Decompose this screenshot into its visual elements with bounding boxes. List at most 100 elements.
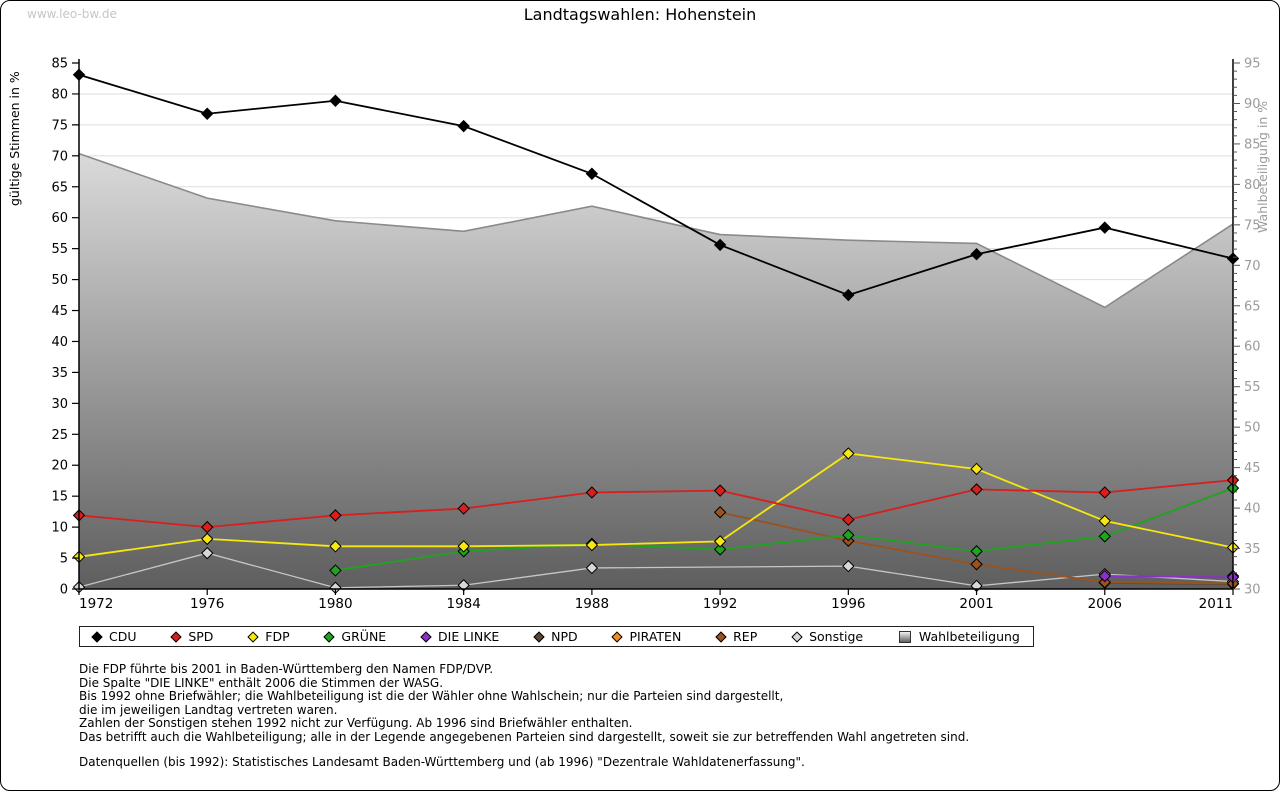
- npd-swatch-icon: [533, 630, 545, 643]
- cdu-point-icon: [329, 94, 342, 107]
- left-tick-label: 50: [51, 273, 68, 288]
- left-tick-label: 10: [51, 521, 68, 536]
- legend-item-rep: REP: [715, 629, 758, 644]
- x-tick-label: 2011: [1199, 596, 1233, 612]
- fdp-point-icon: [970, 462, 983, 476]
- sonstige-swatch-icon: [791, 630, 803, 643]
- gruene-point-icon: [713, 543, 727, 556]
- fdp-point-icon: [842, 447, 855, 460]
- x-tick-label: 2006: [1088, 596, 1122, 612]
- cdu-swatch-icon: [91, 630, 103, 643]
- sonstige-point-icon: [842, 559, 855, 573]
- right-tick-label: 90: [1244, 97, 1261, 112]
- left-tick-label: 30: [51, 397, 68, 412]
- data-source-line: Datenquellen (bis 1992): Statistisches L…: [79, 755, 805, 769]
- turnout-line: [78, 152, 1234, 309]
- fdp-point-icon: [713, 535, 727, 548]
- legend-item-cdu: CDU: [91, 629, 137, 644]
- axes: 0 5 10 15 20 25 30 35 40 45 50 55 60 65 70 75 80 85 30 35 40…: [51, 57, 1260, 613]
- x-tick-label: 1996: [831, 596, 865, 612]
- notes: Die FDP führte bis 2001 in Baden-Württem…: [79, 662, 970, 770]
- spd-point-icon: [201, 520, 214, 534]
- right-tick-label: 50: [1244, 421, 1261, 436]
- right-tick-label: 70: [1244, 259, 1261, 274]
- fdp-swatch-icon: [247, 630, 259, 643]
- legend-label: REP: [733, 629, 758, 644]
- cdu-point-icon: [842, 288, 855, 302]
- x-tick-label: 1976: [190, 596, 224, 612]
- gruene-point-icon: [842, 528, 855, 542]
- x-tick-label: 1980: [318, 596, 352, 612]
- election-line-chart: 0 5 10 15 20 25 30 35 40 45 50 55 60 65 70 75 80 85 30 35 40…: [7, 57, 1270, 613]
- x-tick-label: 1972: [79, 596, 113, 612]
- right-tick-label: 85: [1244, 137, 1261, 152]
- legend-item-gruene: GRÜNE: [323, 629, 386, 644]
- legend-item-die-linke: DIE LINKE: [420, 629, 499, 644]
- cdu-point-icon: [713, 238, 727, 252]
- note-line: Die FDP führte bis 2001 in Baden-Württem…: [79, 662, 494, 676]
- legend-label: FDP: [265, 629, 290, 644]
- spd-point-icon: [713, 484, 727, 497]
- die-linke-point-icon: [1098, 569, 1111, 583]
- piraten-swatch-icon: [611, 630, 624, 643]
- spd-point-icon: [1098, 486, 1111, 499]
- fdp-point-icon: [457, 540, 470, 553]
- legend-label: Sonstige: [809, 629, 864, 644]
- gruene-point-icon: [1098, 530, 1111, 543]
- note-line: Das betrifft auch die Wahlbeteiligung; a…: [79, 729, 970, 744]
- rep-swatch-icon: [715, 630, 727, 643]
- left-tick-label: 75: [51, 118, 68, 133]
- left-tick-label: 25: [51, 428, 68, 443]
- cdu-point-icon: [970, 248, 983, 261]
- legend-item-npd: NPD: [533, 629, 578, 644]
- left-tick-label: 55: [51, 242, 68, 257]
- left-tick-label: 60: [51, 211, 68, 226]
- fdp-point-icon: [1098, 514, 1111, 528]
- right-tick-label: 60: [1244, 340, 1261, 355]
- fdp-line: [78, 452, 1234, 558]
- note-line: Bis 1992 ohne Briefwähler; die Wahlbetei…: [79, 689, 784, 703]
- left-tick-label: 80: [51, 87, 68, 102]
- fdp-point-icon: [329, 540, 342, 553]
- spd-point-icon: [585, 486, 599, 499]
- die-linke-swatch-icon: [420, 630, 432, 643]
- party-series: [72, 68, 1240, 594]
- fdp-point-icon: [585, 538, 599, 552]
- right-tick-label: 95: [1244, 57, 1261, 72]
- x-tick-label: 2001: [959, 596, 993, 612]
- left-tick-label: 15: [51, 490, 68, 505]
- rep-point-icon: [970, 558, 983, 571]
- cdu-point-icon: [585, 167, 599, 180]
- fdp-point-icon: [201, 532, 214, 546]
- cdu-line: [78, 73, 1234, 297]
- x-tick-label: 1992: [703, 596, 737, 612]
- legend-item-spd: SPD: [170, 629, 214, 644]
- legend-item-fdp: FDP: [247, 629, 290, 644]
- rep-point-icon: [713, 506, 727, 519]
- cdu-point-icon: [201, 107, 214, 120]
- spd-point-icon: [970, 483, 983, 496]
- left-tick-label: 35: [51, 366, 68, 381]
- legend-label: SPD: [188, 629, 214, 644]
- right-tick-label: 45: [1244, 461, 1261, 476]
- left-tick-label: 20: [51, 459, 68, 474]
- spd-line: [78, 479, 1234, 529]
- left-tick-label: 65: [51, 180, 68, 195]
- cdu-point-icon: [1098, 221, 1111, 234]
- right-axis-title: Wahlbeteiligung in %: [1255, 101, 1270, 233]
- sonstige-point-icon: [585, 561, 599, 575]
- x-tick-label: 1984: [446, 596, 480, 612]
- gruene-point-icon: [329, 564, 342, 577]
- note-line: die im jeweiligen Landtag vertreten ware…: [79, 702, 338, 717]
- legend: CDU SPD FDP GRÜNE DIE LINKE NPD PIRATEN REP Sons…: [79, 626, 1034, 647]
- wahlbeteiligung-swatch-icon: [898, 630, 911, 643]
- legend-label: CDU: [109, 629, 137, 644]
- note-line: Zahlen der Sonstigen stehen 1992 nicht z…: [79, 716, 633, 730]
- spd-swatch-icon: [170, 630, 182, 643]
- legend-item-piraten: PIRATEN: [611, 629, 681, 644]
- left-tick-label: 45: [51, 304, 68, 319]
- right-tick-label: 40: [1244, 502, 1261, 517]
- left-tick-label: 85: [51, 57, 68, 72]
- watermark: www.leo-bw.de: [27, 7, 117, 21]
